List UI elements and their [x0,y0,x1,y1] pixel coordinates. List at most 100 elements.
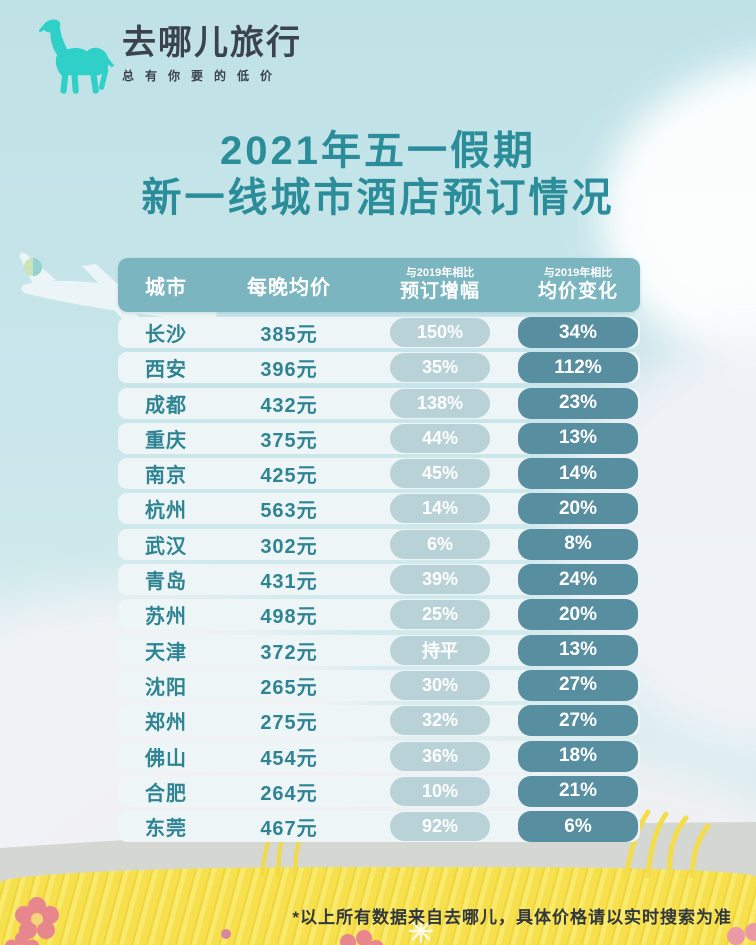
price-change-badge: 8% [518,528,638,560]
table-row: 杭州 563元 14% 20% [118,493,640,525]
avg-price-cell: 563元 [260,500,318,523]
city-cell: 青岛 [145,571,187,594]
avg-price-cell: 275元 [260,712,318,735]
header-booking-growth-note: 与2019年相比 [405,267,475,280]
avg-price-cell: 467元 [260,818,318,841]
header-price-change-note: 与2019年相比 [543,267,613,280]
avg-price-cell: 396元 [260,359,318,382]
avg-price-cell: 498元 [260,606,318,629]
price-change-badge: 13% [518,634,638,666]
table-row: 武汉 302元 6% 8% [118,528,640,560]
city-cell: 东莞 [145,818,187,841]
table-row: 郑州 275元 32% 27% [118,705,640,737]
footnote: *以上所有数据来自去哪儿，具体价格请以实时搜索为准 [292,908,732,927]
city-cell: 天津 [145,641,187,664]
booking-growth-badge: 44% [390,423,490,453]
flower-icon [340,930,384,945]
city-cell: 重庆 [145,429,187,452]
table-row: 沈阳 265元 30% 27% [118,669,640,701]
city-cell: 南京 [145,465,187,488]
city-cell: 成都 [145,394,187,417]
sparkle-icon [408,918,434,944]
booking-growth-badge: 45% [390,459,490,489]
qunar-logo: 去哪儿旅行 总有你要的低价 [28,14,302,96]
price-change-badge: 21% [518,775,638,807]
price-change-badge: 23% [518,387,638,419]
price-change-badge: 20% [518,599,638,631]
price-change-badge: 13% [518,422,638,454]
grass-field [0,867,756,945]
table-row: 南京 425元 45% 14% [118,458,640,490]
price-change-badge: 27% [518,705,638,737]
booking-growth-badge: 32% [390,706,490,736]
table-header-row: 城市 每晚均价 与2019年相比 预订增幅 与2019年相比 均价变化 [118,258,640,312]
avg-price-cell: 372元 [260,641,318,664]
city-cell: 杭州 [145,500,187,523]
booking-growth-badge: 39% [390,565,490,595]
table-row: 天津 372元 持平 13% [118,634,640,666]
header-avg-price: 每晚均价 [247,276,331,299]
booking-growth-badge: 36% [390,741,490,771]
city-cell: 武汉 [145,535,187,558]
page-title: 2021年五一假期 新一线城市酒店预订情况 [0,128,756,222]
booking-growth-badge: 25% [390,600,490,630]
table-row: 长沙 385元 150% 34% [118,317,640,348]
avg-price-cell: 431元 [260,571,318,594]
booking-growth-badge: 10% [390,776,490,806]
table-row: 西安 396元 35% 112% [118,352,640,384]
avg-price-cell: 385元 [260,324,318,346]
avg-price-cell: 425元 [260,465,318,488]
avg-price-cell: 265元 [260,676,318,699]
booking-growth-badge: 138% [390,388,490,418]
city-cell: 佛山 [145,747,187,770]
booking-growth-badge: 30% [390,670,490,700]
table-row: 佛山 454元 36% 18% [118,740,640,772]
booking-growth-badge: 92% [390,812,490,842]
header-booking-growth-label: 预订增幅 [399,280,480,302]
flower-icon [15,897,59,939]
table-row: 合肥 264元 10% 21% [118,775,640,807]
header-price-change: 与2019年相比 均价变化 [516,267,640,302]
booking-growth-badge: 150% [390,318,490,347]
price-change-badge: 20% [518,493,638,525]
price-change-badge: 24% [518,564,638,596]
price-change-badge: 6% [518,811,638,843]
avg-price-cell: 432元 [260,394,318,417]
title-line-1: 2021年五一假期 [220,129,536,173]
camel-icon [38,19,115,94]
price-change-badge: 27% [518,669,638,701]
booking-growth-badge: 6% [390,529,490,559]
header-price-change-label: 均价变化 [537,280,618,302]
booking-growth-badge: 35% [390,353,490,383]
city-cell: 苏州 [145,606,187,629]
brand-tagline: 总有你要的低价 [122,68,284,83]
avg-price-cell: 302元 [260,535,318,558]
table-row: 苏州 498元 25% 20% [118,599,640,631]
booking-growth-badge: 持平 [390,635,490,665]
table-body: 长沙 385元 150% 34% 西安 396元 35% 112% 成都 432元 138% 23% 重… [118,317,640,843]
title-line-2: 新一线城市酒店预订情况 [141,176,615,221]
table-row: 成都 432元 138% 23% [118,387,640,419]
table-row: 东莞 467元 92% 6% [118,811,640,843]
city-cell: 沈阳 [145,676,187,699]
price-change-badge: 18% [518,740,638,772]
table-row: 重庆 375元 44% 13% [118,422,640,454]
avg-price-cell: 454元 [260,747,318,770]
hotel-booking-table: 城市 每晚均价 与2019年相比 预订增幅 与2019年相比 均价变化 长沙 38… [118,258,640,843]
flower-icon [727,923,756,945]
flower-icon [4,931,40,945]
brand-name: 去哪儿旅行 [122,24,302,63]
price-change-badge: 14% [518,458,638,490]
table-row: 青岛 431元 39% 24% [118,564,640,596]
city-cell: 合肥 [145,782,187,805]
header-booking-growth: 与2019年相比 预订增幅 [364,267,516,302]
booking-growth-badge: 14% [390,494,490,524]
grass-tuft [623,809,711,878]
header-city: 城市 [145,276,187,299]
city-cell: 郑州 [145,712,187,735]
flower-bud-icon [221,929,231,939]
avg-price-cell: 264元 [260,782,318,805]
city-cell: 西安 [145,359,187,382]
price-change-badge: 112% [518,352,638,384]
